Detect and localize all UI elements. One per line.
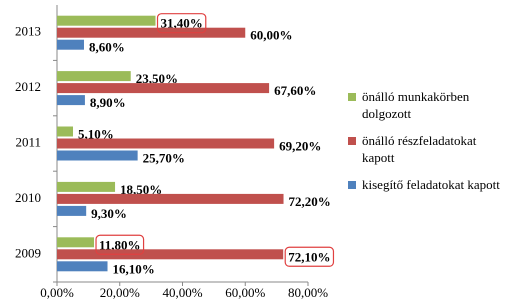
value-label: 72,20%: [289, 194, 331, 209]
legend-item: önálló részfeladatokat kapott: [348, 132, 508, 166]
value-label: 5,10%: [78, 126, 114, 141]
x-tick-label: 40,00%: [162, 285, 202, 300]
bar: [57, 181, 116, 192]
bar: [57, 71, 131, 82]
value-label: 16,10%: [113, 261, 155, 276]
x-tick-label: 20,00%: [100, 285, 140, 300]
bar: [57, 193, 284, 204]
y-tick-label: 2012: [15, 79, 41, 94]
y-tick-label: 2010: [15, 190, 41, 205]
bar: [57, 39, 84, 50]
highlight-box: [284, 246, 335, 267]
value-label: 11,80%: [99, 237, 141, 252]
value-label: 69,20%: [279, 138, 321, 153]
value-label: 18,50%: [120, 182, 162, 197]
bar: [57, 95, 85, 106]
y-tick-label: 2013: [15, 24, 41, 39]
bar: [57, 15, 156, 26]
x-tick-label: 0,00%: [40, 285, 74, 300]
legend-label: önálló munkakörben dolgozott: [362, 89, 470, 121]
value-label: 31,40%: [161, 16, 203, 31]
value-label: 8,60%: [89, 40, 125, 55]
x-tick-label: 60,00%: [225, 285, 265, 300]
y-tick-label: 2011: [15, 134, 41, 149]
legend-swatch: [348, 137, 356, 145]
value-label: 67,60%: [274, 83, 316, 98]
value-label: 72,10%: [288, 249, 330, 264]
bar: [57, 138, 275, 149]
y-tick-label: 2009: [15, 245, 41, 260]
bar: [57, 27, 246, 38]
bar: [57, 261, 108, 272]
bar: [57, 150, 138, 161]
bar: [57, 205, 87, 216]
highlight-box: [156, 13, 207, 34]
value-label: 9,30%: [91, 206, 127, 221]
value-label: 8,90%: [90, 95, 126, 110]
value-label: 25,70%: [143, 150, 185, 165]
legend-item: kisegítő feladatokat kapott: [348, 176, 508, 193]
x-tick-label: 80,00%: [288, 285, 328, 300]
bar: [57, 126, 74, 137]
legend-item: önálló munkakörben dolgozott: [348, 88, 508, 122]
bar: [57, 83, 270, 94]
value-label: 60,00%: [250, 28, 292, 43]
bar: [57, 249, 284, 260]
legend-swatch: [348, 93, 356, 101]
legend-label: önálló részfeladatokat kapott: [362, 133, 477, 165]
highlight-box: [95, 234, 145, 255]
legend: önálló munkakörben dolgozott önálló részf…: [348, 88, 508, 203]
legend-label: kisegítő feladatokat kapott: [362, 177, 500, 192]
legend-swatch: [348, 181, 356, 189]
value-label: 23,50%: [136, 71, 178, 86]
bar: [57, 237, 95, 248]
